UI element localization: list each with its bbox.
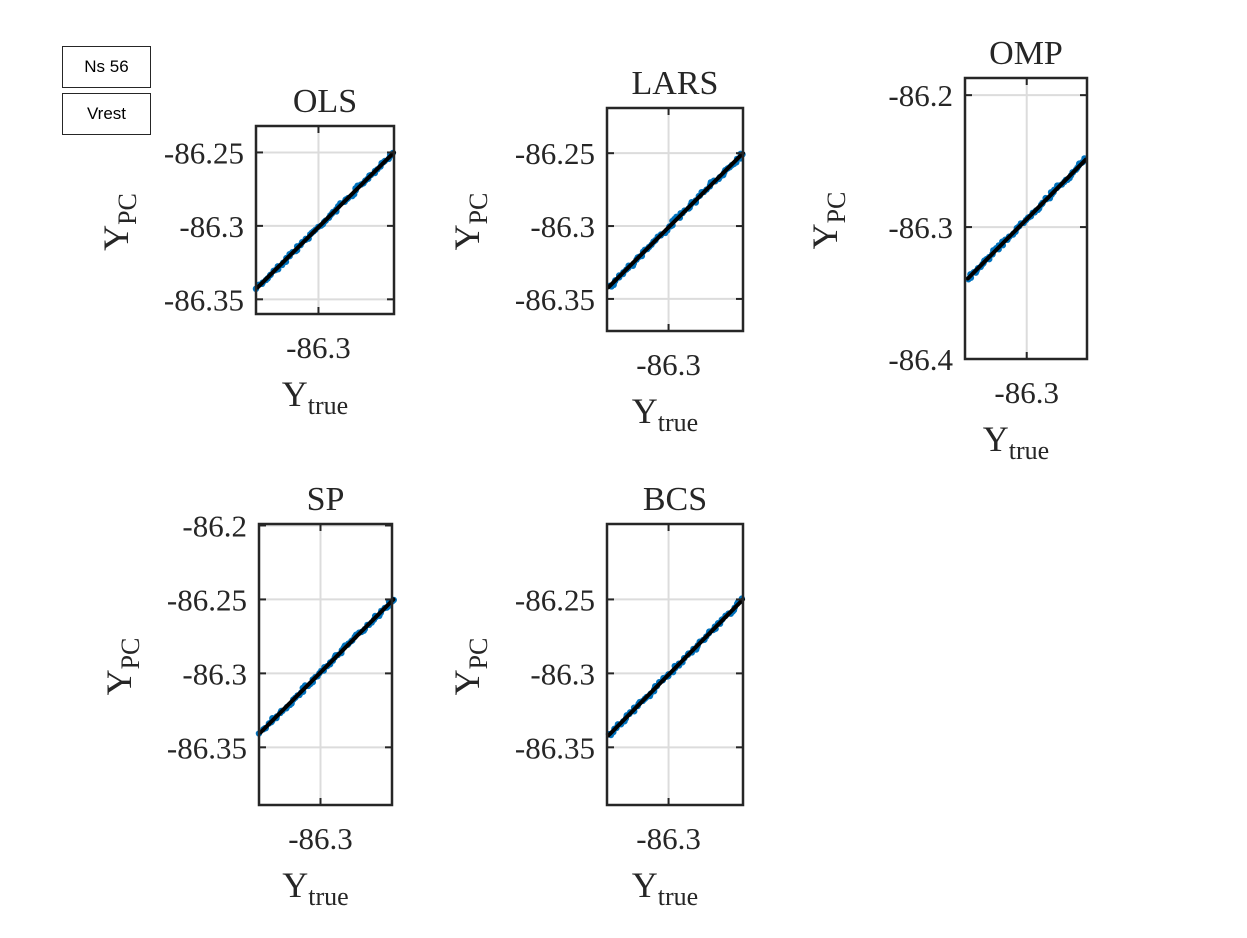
fit-line — [255, 150, 396, 290]
y-tick-label: -86.25 — [167, 582, 247, 617]
subplot-sp: -86.35 -86.3 -86.25 -86.2 -86.3 SP Ytrue YPC — [99, 481, 397, 911]
y-tick-label: -86.3 — [179, 209, 244, 244]
subplot-lars: -86.35 -86.3 -86.25 -86.3 LARS Ytrue YPC — [447, 65, 746, 437]
subplot-omp: -86.4 -86.3 -86.2 -86.3 OMP Ytrue YPC — [805, 35, 1089, 465]
y-axis-label: YPC — [447, 193, 493, 251]
x-axis-label: Ytrue — [282, 865, 348, 911]
subplot-title: SP — [307, 481, 345, 518]
x-tick-label: -86.3 — [636, 347, 701, 382]
y-tick-label: -86.2 — [182, 508, 247, 543]
y-tick-label: -86.25 — [515, 136, 595, 171]
y-tick-label: -86.3 — [888, 210, 953, 245]
axes-box — [257, 522, 394, 807]
subplot-title: LARS — [632, 65, 719, 102]
y-tick-label: -86.3 — [530, 656, 595, 691]
x-axis-label: Ytrue — [983, 419, 1049, 465]
x-axis-label: Ytrue — [282, 374, 348, 420]
ns-label-box: Ns 56 — [62, 46, 151, 88]
subplot-ols: -86.35 -86.3 -86.25 -86.3 OLS Ytrue YPC — [96, 83, 397, 420]
y-axis-label: YPC — [96, 193, 142, 251]
subplot-title: OMP — [989, 35, 1063, 72]
axes-box — [605, 522, 745, 807]
y-axis-label: YPC — [99, 638, 145, 696]
subplot-title: BCS — [643, 481, 707, 518]
x-tick-label: -86.3 — [288, 821, 353, 856]
x-tick-label: -86.3 — [286, 330, 351, 365]
y-tick-label: -86.35 — [164, 282, 244, 317]
subplot-bcs: -86.35 -86.3 -86.25 -86.3 BCS Ytrue YPC — [447, 481, 746, 911]
axes-box — [605, 106, 745, 333]
y-tick-label: -86.3 — [530, 209, 595, 244]
fit-line — [606, 151, 745, 290]
x-tick-label: -86.3 — [636, 821, 701, 856]
vrest-label-text: Vrest — [86, 104, 127, 123]
ns-label-text: Ns 56 — [84, 57, 129, 76]
vrest-label-box: Vrest — [62, 93, 151, 135]
x-tick-label: -86.3 — [994, 375, 1059, 410]
y-tick-label: -86.4 — [888, 342, 953, 377]
y-tick-label: -86.35 — [167, 730, 247, 765]
y-tick-label: -86.35 — [515, 730, 595, 765]
y-tick-label: -86.3 — [182, 656, 247, 691]
axes-box — [254, 124, 396, 316]
y-axis-label: YPC — [805, 192, 851, 250]
y-tick-label: -86.35 — [515, 282, 595, 317]
y-tick-label: -86.25 — [164, 135, 244, 170]
fit-line — [258, 597, 396, 735]
subplot-title: OLS — [293, 83, 357, 120]
y-tick-label: -86.2 — [888, 78, 953, 113]
fit-line — [606, 597, 745, 738]
y-tick-label: -86.25 — [515, 582, 595, 617]
x-axis-label: Ytrue — [632, 391, 698, 437]
y-axis-label: YPC — [447, 638, 493, 696]
x-axis-label: Ytrue — [632, 865, 698, 911]
fit-line — [965, 157, 1088, 281]
